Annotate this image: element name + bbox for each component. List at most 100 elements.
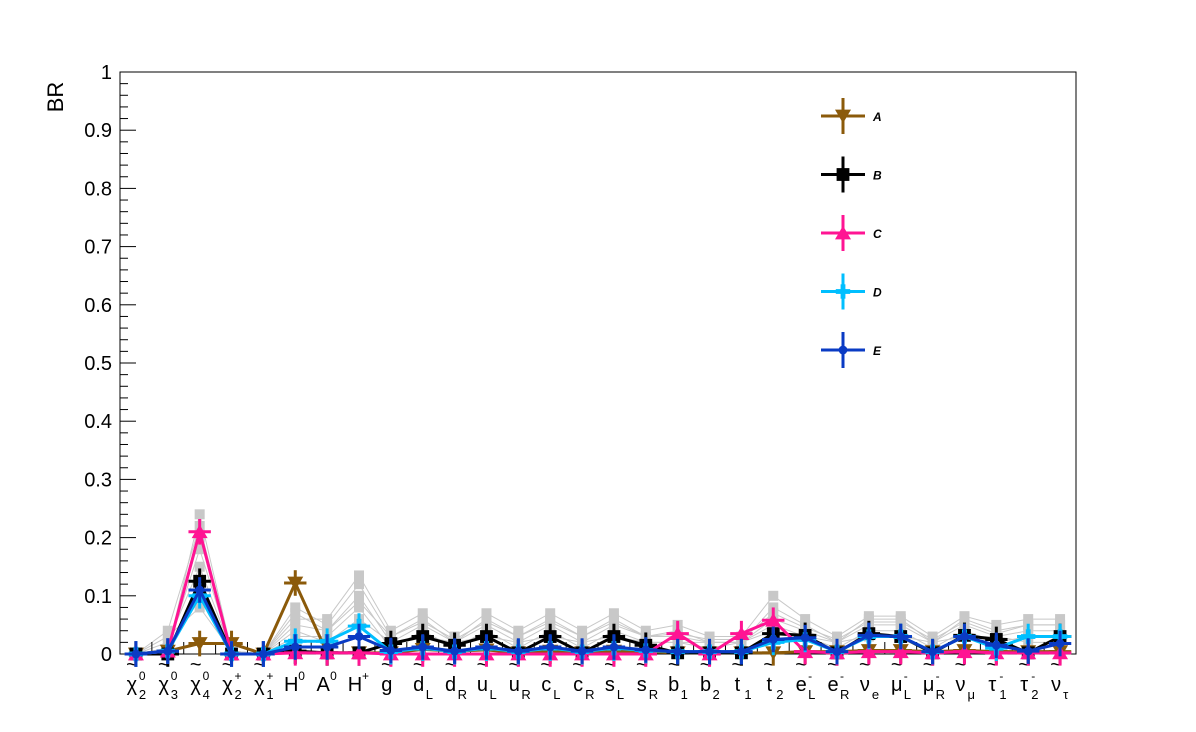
x-category-superscript: - xyxy=(840,669,844,683)
x-category-symbol: e xyxy=(796,674,807,696)
x-category-subscript: L xyxy=(553,687,560,702)
x-category-superscript: - xyxy=(904,669,908,683)
x-category-symbol: g xyxy=(381,674,392,696)
background-series-marker xyxy=(194,561,205,572)
legend-marker xyxy=(838,345,848,355)
data-point xyxy=(896,632,906,641)
x-category-subscript: R xyxy=(585,687,594,702)
x-category-tilde: ~ xyxy=(445,654,457,676)
legend-marker-v xyxy=(840,284,846,299)
y-tick-label: 0.2 xyxy=(84,528,112,550)
x-category-label: τ~2 - xyxy=(1018,654,1038,702)
x-category-symbol: χ xyxy=(127,674,138,696)
x-category-label: d~L xyxy=(413,654,433,702)
background-series-marker xyxy=(290,614,301,625)
series-layer xyxy=(124,518,1072,667)
x-category-subscript: R xyxy=(521,687,530,702)
background-series-marker xyxy=(991,619,1002,630)
y-tick-label: 0.8 xyxy=(84,178,112,200)
x-category-label: c~L xyxy=(540,654,560,702)
background-series-marker xyxy=(290,608,301,619)
background-series-marker xyxy=(354,602,364,613)
x-category-superscript: - xyxy=(936,669,940,683)
x-category-subscript: L xyxy=(904,687,911,702)
x-category-label: μ~R - xyxy=(923,654,945,702)
x-category-label: χ~4 0 xyxy=(190,654,210,702)
data-point xyxy=(577,646,587,656)
x-category-superscript: 0 xyxy=(203,669,210,683)
x-category-tilde: ~ xyxy=(540,654,552,676)
x-category-symbol: χ xyxy=(254,674,265,696)
legend-label: B xyxy=(873,169,882,183)
data-point xyxy=(545,642,555,652)
x-category-superscript: - xyxy=(808,669,812,683)
data-point xyxy=(191,637,208,651)
x-category-symbol: t xyxy=(766,674,772,696)
x-category-subscript: 2 xyxy=(713,687,720,702)
background-series-marker xyxy=(545,608,556,619)
y-tick-label: 0.7 xyxy=(84,237,112,259)
y-tick-label: 0.5 xyxy=(84,353,112,375)
data-point xyxy=(765,613,782,627)
x-category-subscript: 2 xyxy=(139,687,146,702)
y-tick-label: 0.3 xyxy=(84,469,112,491)
x-category-tilde: ~ xyxy=(572,654,584,676)
x-category-symbol: τ xyxy=(988,674,996,696)
x-category-symbol: μ xyxy=(891,674,903,696)
data-point xyxy=(928,647,937,657)
y-axis-title: BR xyxy=(43,82,68,113)
x-category-symbol: H xyxy=(284,674,298,696)
x-category-tilde: ~ xyxy=(763,654,775,676)
x-category-symbol: t xyxy=(735,674,741,696)
x-category-symbol: χ xyxy=(222,674,233,696)
x-category-symbol: ν xyxy=(955,674,965,696)
y-tick-label: 1 xyxy=(101,62,112,84)
x-category-subscript: L xyxy=(489,687,496,702)
x-category-subscript: μ xyxy=(967,687,975,702)
x-category-label: e~R - xyxy=(827,654,849,702)
data-point xyxy=(386,646,396,655)
x-category-label: H + xyxy=(348,669,369,696)
x-category-symbol: e xyxy=(827,674,838,696)
background-series-marker xyxy=(162,631,173,642)
data-point xyxy=(832,647,842,657)
legend-label: E xyxy=(873,344,882,358)
x-category-symbol: H xyxy=(348,674,362,696)
background-series-marker xyxy=(1055,614,1066,625)
x-category-label: c~R xyxy=(572,654,594,702)
x-category-tilde: ~ xyxy=(732,654,744,676)
x-category-superscript: 0 xyxy=(171,669,178,683)
x-category-symbol: d xyxy=(413,674,424,696)
x-category-symbol: ν xyxy=(1051,674,1061,696)
x-category-superscript: - xyxy=(1031,669,1035,683)
background-series-marker xyxy=(290,619,301,630)
x-category-symbol: b xyxy=(668,674,679,696)
background-series-marker xyxy=(417,616,428,627)
x-category-tilde: ~ xyxy=(604,654,616,676)
data-point xyxy=(733,626,750,641)
x-category-tilde: ~ xyxy=(668,654,680,676)
x-category-tilde: ~ xyxy=(222,654,234,676)
x-category-label: b~1 xyxy=(668,654,688,702)
x-category-subscript: 3 xyxy=(171,687,178,702)
background-series-marker xyxy=(354,596,364,607)
background-series-marker xyxy=(513,625,524,636)
x-category-label: t~1 xyxy=(732,654,752,702)
background-series-line xyxy=(135,535,1061,655)
x-category-tilde: ~ xyxy=(636,654,648,676)
data-point xyxy=(800,633,810,643)
background-series-marker xyxy=(194,509,205,520)
data-point xyxy=(960,632,969,641)
x-category-tilde: ~ xyxy=(508,654,520,676)
data-point xyxy=(191,524,208,539)
data-point xyxy=(860,644,877,659)
x-category-label: t~2 xyxy=(763,654,783,702)
x-category-tilde: ~ xyxy=(859,654,871,676)
background-series-marker xyxy=(577,631,588,642)
x-category-tilde: ~ xyxy=(700,654,712,676)
y-tick-label: 0 xyxy=(101,644,112,666)
series-line xyxy=(135,577,1061,656)
data-point xyxy=(864,630,874,640)
